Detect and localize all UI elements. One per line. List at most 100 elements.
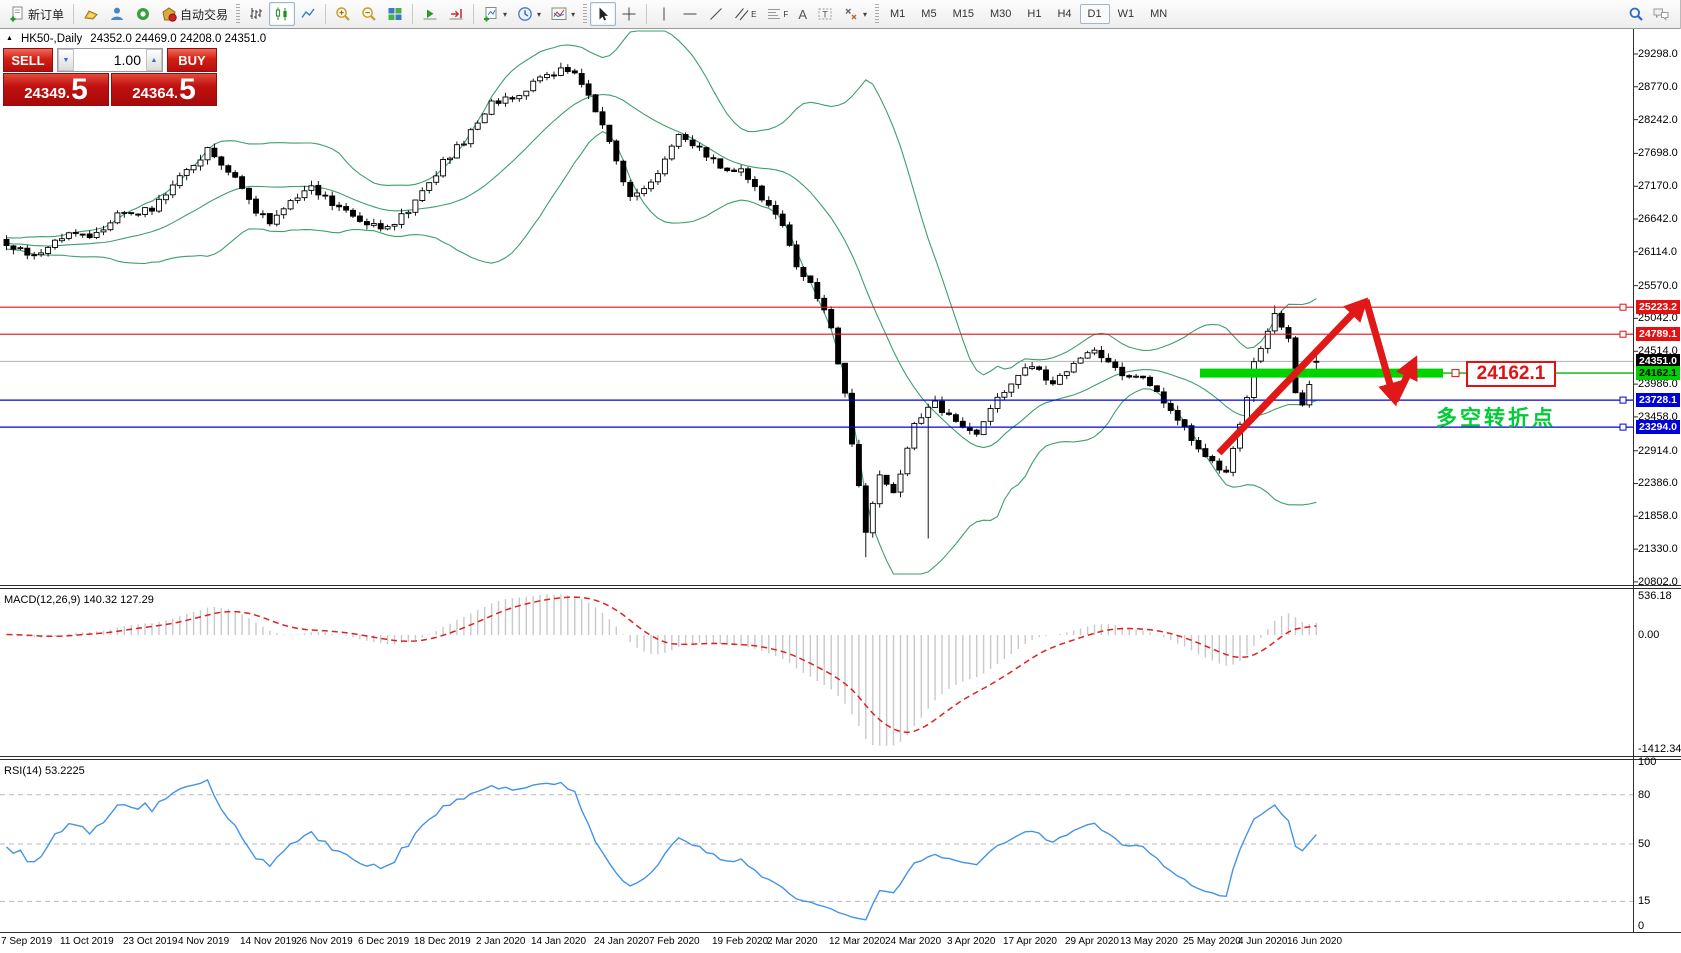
- date-label[interactable]: 7 Sep 2019: [1, 936, 53, 947]
- date-label[interactable]: 11 Oct 2019: [60, 936, 114, 947]
- date-label[interactable]: 14 Nov 2019: [240, 936, 297, 947]
- date-label[interactable]: 24 Jan 2020: [594, 936, 650, 947]
- new-order-button[interactable]: 新订单: [4, 2, 69, 26]
- macd-label: MACD(12,26,9) 140.32 127.29: [4, 594, 154, 606]
- bear-candles: [3, 67, 1320, 533]
- date-label[interactable]: 4 Jun 2020: [1238, 936, 1288, 947]
- arrows-dropdown[interactable]: ▾: [838, 2, 872, 26]
- separator: [473, 4, 475, 24]
- line-handle[interactable]: [1619, 330, 1627, 338]
- tf-button-m30[interactable]: M30: [989, 8, 1012, 20]
- trend-zigzag-arrows[interactable]: [1216, 297, 1418, 456]
- tf-button-mn[interactable]: MN: [1150, 8, 1168, 20]
- volume-input[interactable]: 1.00: [113, 52, 141, 68]
- zoom-in-button[interactable]: [330, 2, 356, 26]
- sell-price[interactable]: 24349 . 5: [3, 73, 109, 106]
- text-button[interactable]: A: [793, 2, 812, 26]
- rsi-line: [6, 778, 1317, 921]
- pane-separators[interactable]: [0, 585, 1681, 933]
- date-label[interactable]: 17 Apr 2020: [1003, 936, 1057, 947]
- vertical-line-button[interactable]: [651, 2, 677, 26]
- date-label[interactable]: 25 May 2020: [1183, 936, 1241, 947]
- volume-down-button[interactable]: ▼: [58, 49, 74, 71]
- zoom-in-icon: [336, 7, 350, 21]
- chat-icon[interactable]: [1652, 6, 1670, 22]
- cursor-button[interactable]: [590, 2, 617, 26]
- line-handle[interactable]: [1619, 396, 1627, 404]
- chart-line-button[interactable]: [295, 2, 321, 26]
- zoom-out-button[interactable]: [356, 2, 382, 26]
- line-handle[interactable]: [1619, 423, 1627, 431]
- volume-up-button[interactable]: ▲: [146, 49, 162, 71]
- date-label[interactable]: 24 Mar 2020: [885, 936, 942, 947]
- crosshair-button[interactable]: [616, 2, 642, 26]
- buy-price[interactable]: 24364 . 5: [111, 73, 217, 106]
- chart-candle-button[interactable]: [269, 2, 296, 26]
- axis-price-chip-blue: 23728.1: [1636, 393, 1680, 407]
- date-label[interactable]: 29 Apr 2020: [1065, 936, 1119, 947]
- navigator-button[interactable]: [130, 2, 156, 26]
- date-label[interactable]: 4 Nov 2019: [178, 936, 230, 947]
- new-chart-dropdown[interactable]: ▾: [478, 2, 512, 26]
- macd-axis-label: 0.00: [1638, 629, 1660, 641]
- price-axis-label: 23986.0: [1638, 378, 1678, 390]
- tile-windows-button[interactable]: [382, 2, 408, 26]
- trendline-button[interactable]: [703, 2, 729, 26]
- chart-shift-button[interactable]: [443, 2, 469, 26]
- toolbar-drag-handle[interactable]: [583, 4, 588, 24]
- chart-title: ▲ HK50-,Daily 24352.0 24469.0 24208.0 24…: [6, 33, 266, 45]
- separator: [73, 4, 75, 24]
- tf-button-h1[interactable]: H1: [1027, 8, 1042, 20]
- chart-bar-button[interactable]: [243, 2, 269, 26]
- green-zone-handle[interactable]: [1451, 369, 1460, 378]
- indicators-icon: [551, 7, 567, 20]
- buy-button[interactable]: BUY: [167, 48, 217, 72]
- date-label[interactable]: 2 Mar 2020: [767, 936, 818, 947]
- toolbar-drag-handle[interactable]: [236, 4, 241, 24]
- fibonacci-button[interactable]: F: [761, 2, 793, 26]
- zoom-out-icon: [362, 7, 376, 21]
- line-handle[interactable]: [1619, 303, 1627, 311]
- tf-button-h4[interactable]: H4: [1057, 8, 1072, 20]
- text-label-button[interactable]: T: [812, 2, 838, 26]
- horizontal-line-button[interactable]: [677, 2, 703, 26]
- date-label[interactable]: 14 Jan 2020: [531, 936, 587, 947]
- date-label[interactable]: 7 Feb 2020: [649, 936, 700, 947]
- channel-button[interactable]: E: [729, 2, 761, 26]
- market-watch-button[interactable]: [78, 2, 104, 26]
- navigator-icon: [137, 8, 150, 20]
- search-icon[interactable]: [1628, 6, 1644, 22]
- data-window-button[interactable]: [104, 2, 130, 26]
- tf-button-m15[interactable]: M15: [952, 8, 974, 20]
- date-label[interactable]: 12 Mar 2020: [829, 936, 886, 947]
- fibo-letter: F: [783, 9, 789, 19]
- axis-tick-marks: [1633, 53, 1638, 583]
- date-label[interactable]: 23 Oct 2019: [123, 936, 178, 947]
- chart-plot[interactable]: [0, 29, 1681, 953]
- date-label[interactable]: 18 Dec 2019: [414, 936, 471, 947]
- tf-button-w1[interactable]: W1: [1117, 8, 1135, 20]
- trendline-icon: [710, 8, 722, 20]
- auto-scroll-button[interactable]: [417, 2, 443, 26]
- date-label[interactable]: 19 Feb 2020: [712, 936, 769, 947]
- sell-button[interactable]: SELL: [3, 48, 53, 72]
- tf-button-m5[interactable]: M5: [921, 8, 937, 20]
- date-label[interactable]: 2 Jan 2020: [476, 936, 526, 947]
- date-label[interactable]: 26 Nov 2019: [296, 936, 353, 947]
- period-dropdown[interactable]: ▾: [512, 2, 546, 26]
- level-price-label[interactable]: 24162.1: [1466, 361, 1556, 387]
- tf-button-d1[interactable]: D1: [1079, 4, 1110, 24]
- indicators-dropdown[interactable]: ▾: [546, 2, 580, 26]
- date-label[interactable]: 16 Jun 2020: [1287, 936, 1343, 947]
- tf-button-m1[interactable]: M1: [890, 8, 906, 20]
- toolbar-drag-handle[interactable]: [875, 4, 879, 24]
- date-label[interactable]: 6 Dec 2019: [358, 936, 410, 947]
- auto-trading-button[interactable]: 自动交易: [156, 2, 233, 26]
- turning-point-annotation[interactable]: 多空转折点: [1436, 407, 1556, 430]
- channel-icon: [735, 8, 749, 21]
- date-label[interactable]: 13 May 2020: [1120, 936, 1178, 947]
- collapse-marker-icon[interactable]: ▲: [6, 34, 13, 42]
- date-label[interactable]: 3 Apr 2020: [947, 936, 996, 947]
- green-level-zone[interactable]: [1200, 368, 1443, 378]
